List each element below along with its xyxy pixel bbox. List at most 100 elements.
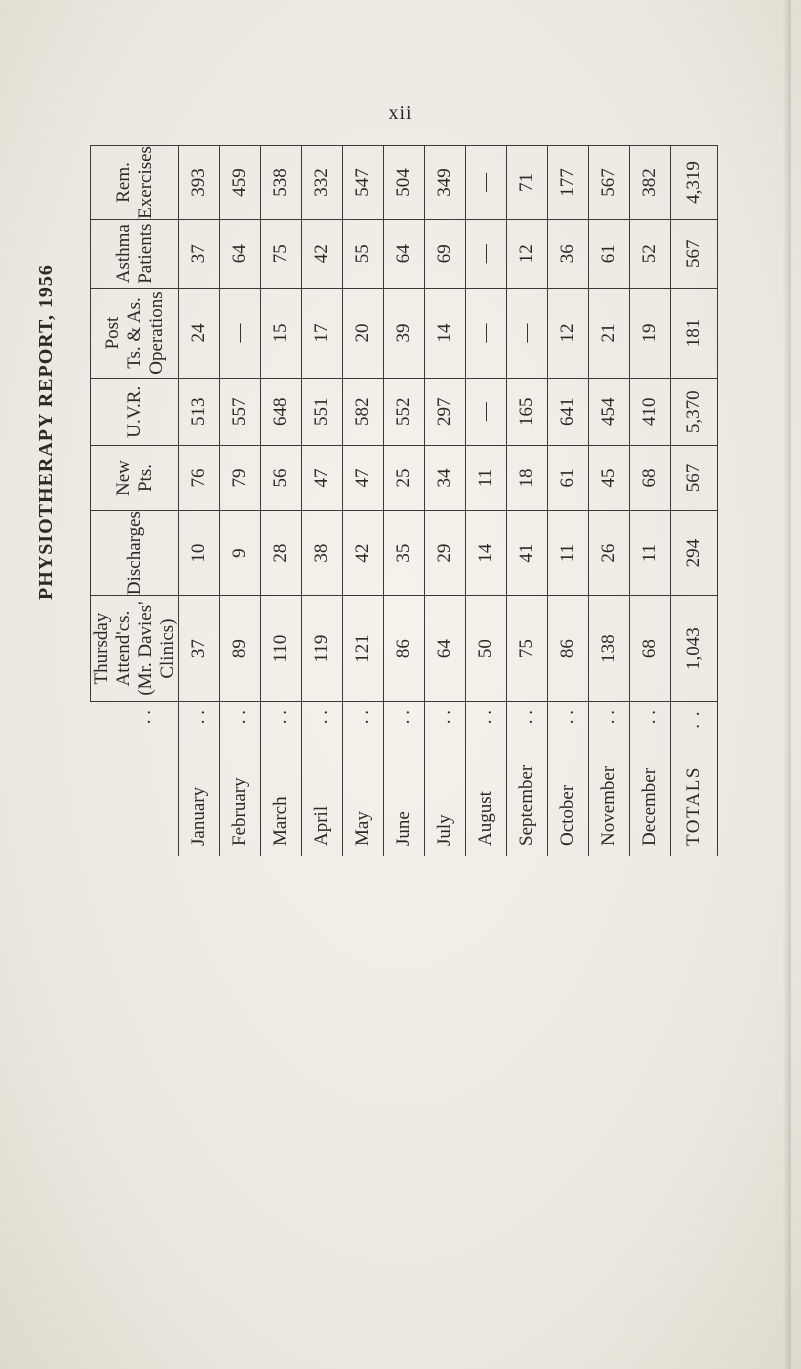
cell: 86 — [548, 596, 589, 702]
cell: 50 — [466, 596, 507, 702]
cell: 56 — [261, 445, 302, 510]
cell: 64 — [220, 219, 261, 288]
cell: 42 — [343, 511, 384, 596]
cell: 89 — [220, 596, 261, 702]
cell: 86 — [384, 596, 425, 702]
cell: 18 — [507, 445, 548, 510]
row-label: October — [548, 702, 589, 857]
col-header: ThursdayAttend'cs.(Mr. Davies'Clinics) — [91, 596, 179, 702]
cell: 297 — [425, 378, 466, 445]
table-row: January 37 10 76 513 24 37 393 — [179, 146, 220, 857]
cell: 459 — [220, 146, 261, 220]
table-row: December 68 11 68 410 19 52 382 — [630, 146, 671, 857]
table-header-row: ThursdayAttend'cs.(Mr. Davies'Clinics) D… — [91, 146, 179, 857]
cell: 15 — [261, 288, 302, 378]
cell: 35 — [384, 511, 425, 596]
cell: 75 — [507, 596, 548, 702]
table-row: February 89 9 79 557 — 64 459 — [220, 146, 261, 857]
total-cell: 567 — [671, 445, 718, 510]
cell: 11 — [466, 445, 507, 510]
cell: — — [220, 288, 261, 378]
cell: 68 — [630, 445, 671, 510]
row-label: March — [261, 702, 302, 857]
table-row: September 75 41 18 165 — 12 71 — [507, 146, 548, 857]
cell: 47 — [302, 445, 343, 510]
total-cell: 4,319 — [671, 146, 718, 220]
totals-label: TOTALS — [671, 702, 718, 857]
cell: 513 — [179, 378, 220, 445]
col-header: New Pts. — [91, 445, 179, 510]
cell: 29 — [425, 511, 466, 596]
report-table-wrap: ThursdayAttend'cs.(Mr. Davies'Clinics) D… — [90, 145, 718, 856]
cell: 25 — [384, 445, 425, 510]
cell: 47 — [343, 445, 384, 510]
cell: 14 — [425, 288, 466, 378]
cell: 11 — [630, 511, 671, 596]
table-row: July 64 29 34 297 14 69 349 — [425, 146, 466, 857]
cell: — — [507, 288, 548, 378]
cell: 393 — [179, 146, 220, 220]
totals-row: TOTALS 1,043 294 567 5,370 181 567 4,319 — [671, 146, 718, 857]
table-row: August 50 14 11 — — — — — [466, 146, 507, 857]
cell: 69 — [425, 219, 466, 288]
scanned-page: xii PHYSIOTHERAPY REPORT, 1956 ThursdayA… — [0, 0, 801, 1369]
row-label: August — [466, 702, 507, 857]
table-row: April 119 38 47 551 17 42 332 — [302, 146, 343, 857]
cell: 551 — [302, 378, 343, 445]
cell: 332 — [302, 146, 343, 220]
col-header: PostTs. & As.Operations — [91, 288, 179, 378]
cell: 582 — [343, 378, 384, 445]
cell: 504 — [384, 146, 425, 220]
col-header: Discharges — [91, 511, 179, 596]
cell: 119 — [302, 596, 343, 702]
page-number: xii — [388, 102, 412, 125]
cell: 552 — [384, 378, 425, 445]
row-label: May — [343, 702, 384, 857]
cell: 14 — [466, 511, 507, 596]
total-cell: 5,370 — [671, 378, 718, 445]
cell: 38 — [302, 511, 343, 596]
cell: 75 — [261, 219, 302, 288]
row-label: June — [384, 702, 425, 857]
row-label: September — [507, 702, 548, 857]
table-row: June 86 35 25 552 39 64 504 — [384, 146, 425, 857]
cell: 648 — [261, 378, 302, 445]
cell: 37 — [179, 596, 220, 702]
cell: — — [466, 146, 507, 220]
cell: 382 — [630, 146, 671, 220]
row-label: December — [630, 702, 671, 857]
row-label: January — [179, 702, 220, 857]
cell: 42 — [302, 219, 343, 288]
cell: 24 — [179, 288, 220, 378]
row-label: November — [589, 702, 630, 857]
cell: 557 — [220, 378, 261, 445]
cell: 177 — [548, 146, 589, 220]
cell: 10 — [179, 511, 220, 596]
total-cell: 294 — [671, 511, 718, 596]
cell: 71 — [507, 146, 548, 220]
cell: 410 — [630, 378, 671, 445]
cell: 165 — [507, 378, 548, 445]
cell: 110 — [261, 596, 302, 702]
table-row: March 110 28 56 648 15 75 538 — [261, 146, 302, 857]
cell: 11 — [548, 511, 589, 596]
cell: 20 — [343, 288, 384, 378]
cell: 9 — [220, 511, 261, 596]
cell: 547 — [343, 146, 384, 220]
cell: — — [466, 378, 507, 445]
total-cell: 1,043 — [671, 596, 718, 702]
cell: 567 — [589, 146, 630, 220]
header-blank — [91, 702, 179, 857]
physiotherapy-report-table: ThursdayAttend'cs.(Mr. Davies'Clinics) D… — [90, 145, 718, 856]
total-cell: 567 — [671, 219, 718, 288]
cell: 641 — [548, 378, 589, 445]
cell: 121 — [343, 596, 384, 702]
cell: 34 — [425, 445, 466, 510]
cell: 36 — [548, 219, 589, 288]
cell: 64 — [384, 219, 425, 288]
cell: 538 — [261, 146, 302, 220]
cell: 12 — [507, 219, 548, 288]
cell: 68 — [630, 596, 671, 702]
cell: 52 — [630, 219, 671, 288]
cell: 26 — [589, 511, 630, 596]
